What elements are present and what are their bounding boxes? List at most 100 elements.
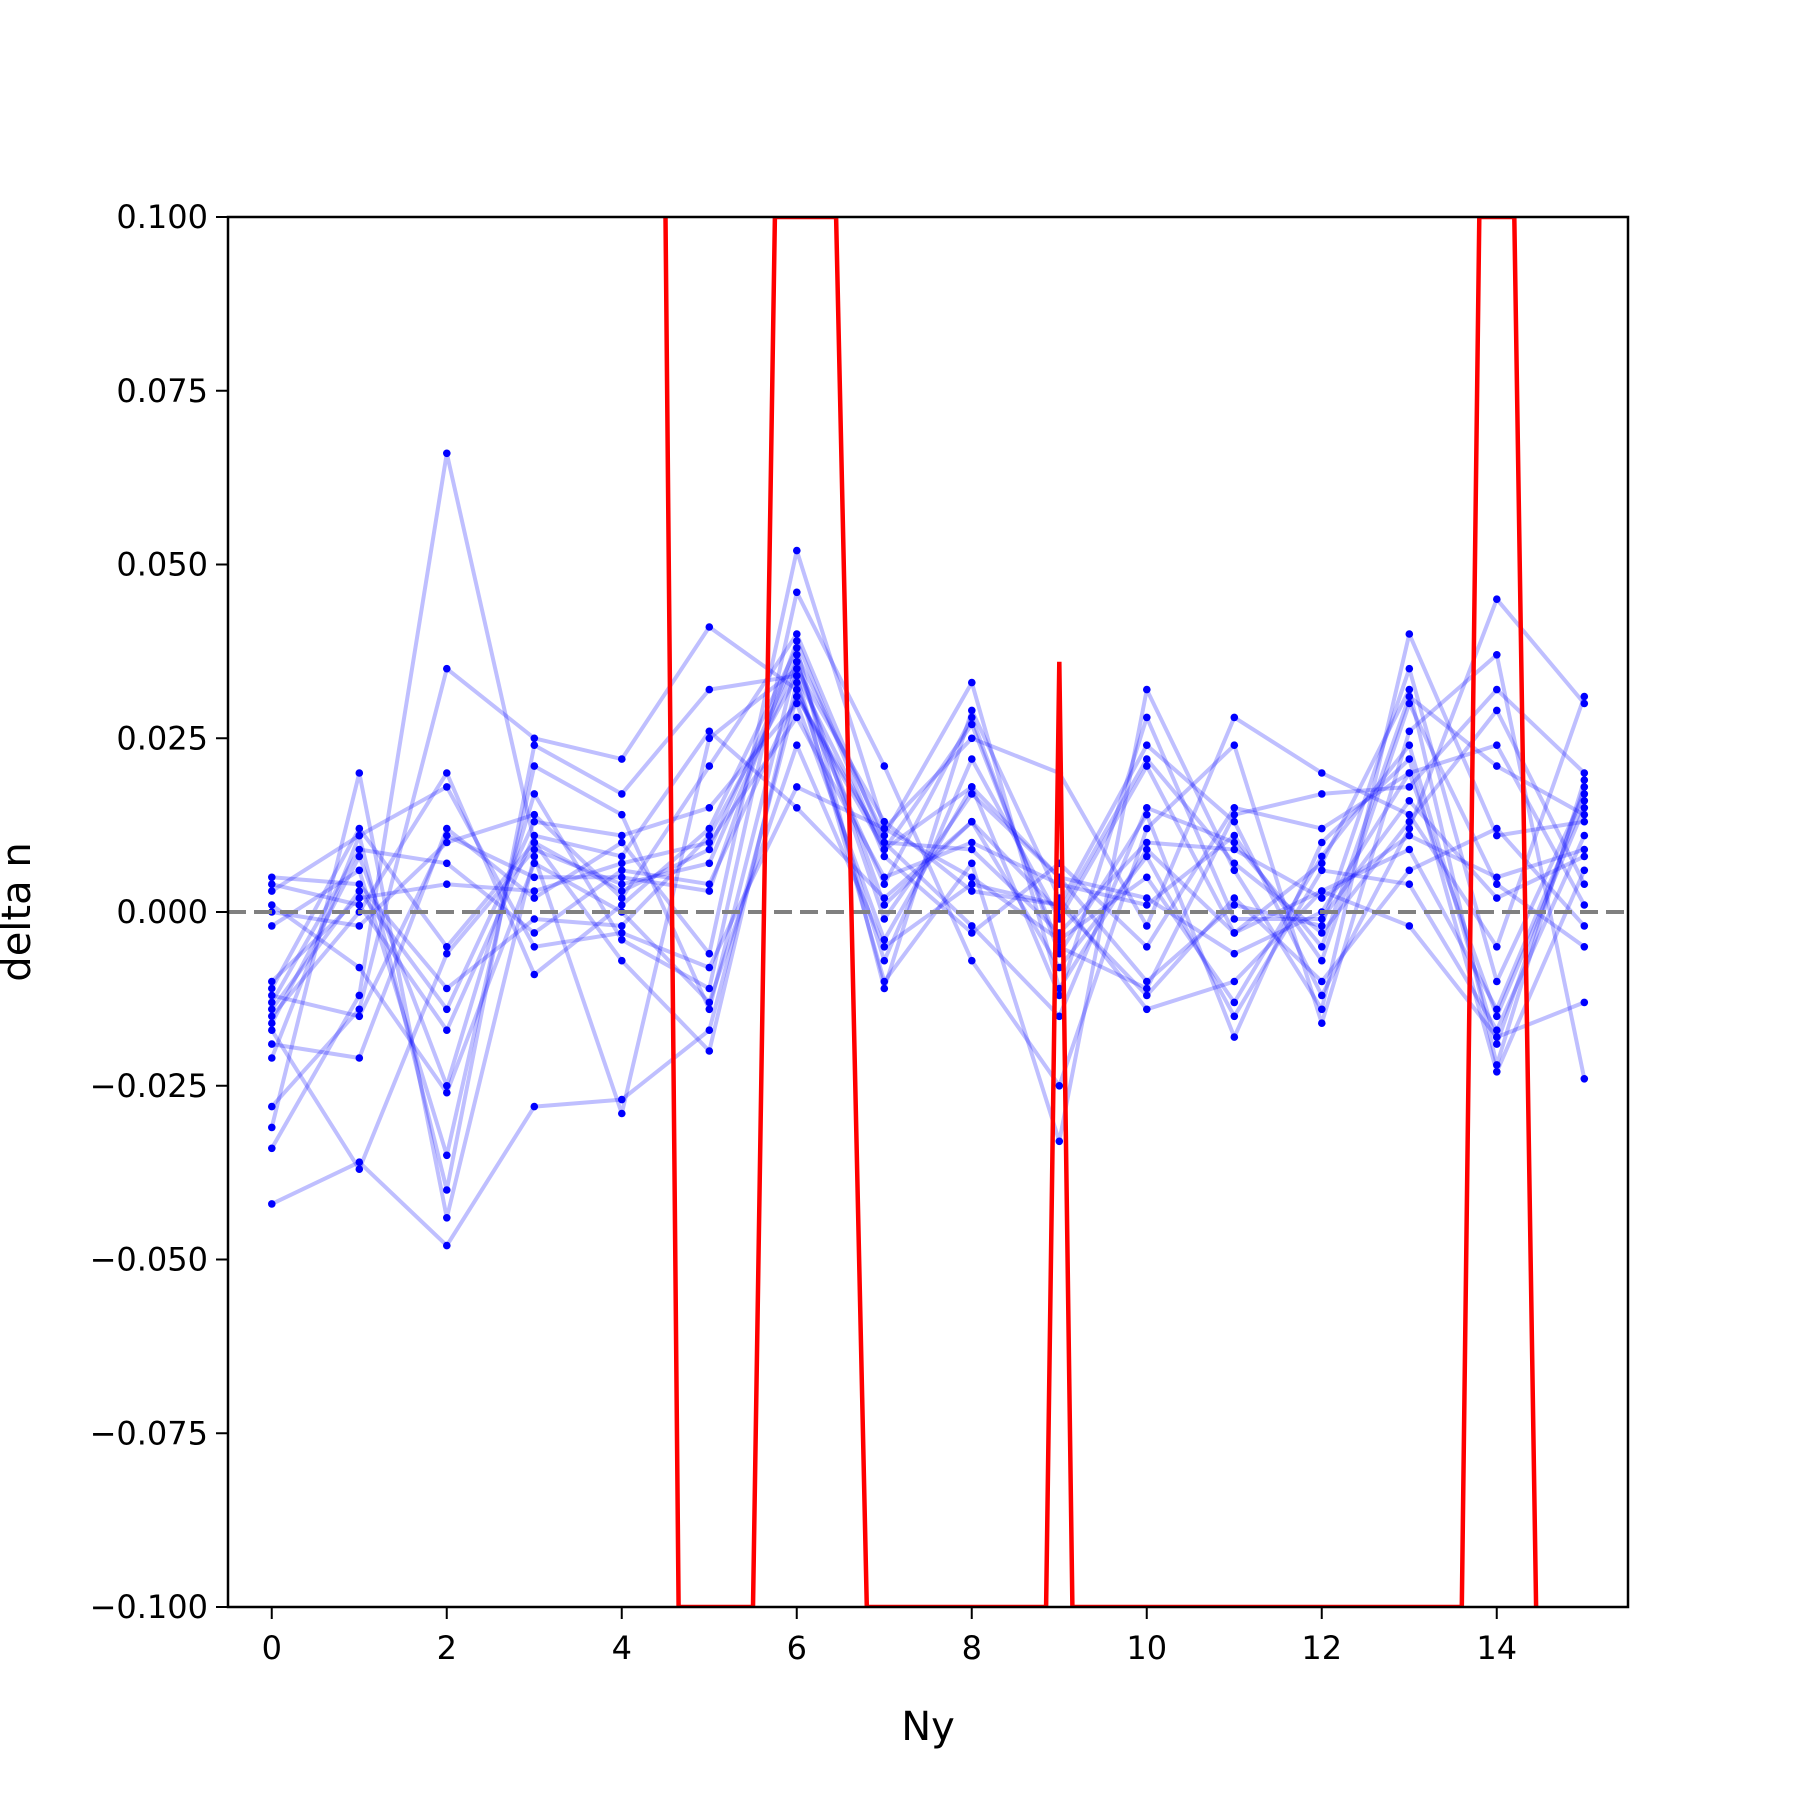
data-point [705, 998, 714, 1007]
data-point [1580, 1075, 1589, 1083]
data-point [1493, 1026, 1501, 1034]
data-point [880, 936, 889, 944]
data-point [268, 880, 276, 888]
data-point [1143, 755, 1151, 763]
data-point [793, 546, 801, 555]
data-point [268, 1123, 276, 1132]
data-point [268, 1054, 276, 1062]
data-point [968, 956, 976, 965]
data-point [1580, 866, 1589, 875]
data-point [530, 859, 539, 868]
y-tick-label: −0.050 [90, 1241, 208, 1279]
data-point [355, 1012, 364, 1021]
data-point [1230, 810, 1239, 819]
data-point [1493, 595, 1501, 603]
data-point [1143, 894, 1151, 902]
data-point [1055, 1082, 1064, 1090]
data-point [1230, 1012, 1239, 1021]
data-point [443, 984, 451, 993]
series-line [270, 590, 1587, 1088]
data-point [355, 866, 364, 875]
data-point [443, 1088, 451, 1097]
data-point [618, 866, 626, 875]
data-point [1230, 866, 1239, 875]
data-point [880, 762, 889, 770]
series-line [270, 680, 1587, 1053]
data-point [443, 1151, 451, 1160]
x-tick-label: 6 [787, 1629, 807, 1667]
data-point [1405, 699, 1414, 708]
data-point [618, 901, 626, 909]
data-point [1580, 769, 1589, 777]
series-line [270, 701, 1586, 1012]
data-point [793, 644, 801, 652]
data-point [530, 852, 539, 861]
data-point [618, 838, 626, 847]
data-point [355, 991, 364, 1000]
data-point [1143, 1005, 1151, 1014]
data-point [705, 623, 714, 631]
data-point [355, 963, 364, 972]
data-point [530, 929, 539, 937]
data-point [705, 734, 714, 743]
series-line [270, 659, 1587, 1172]
data-point [443, 1186, 451, 1194]
data-point [1143, 943, 1151, 951]
data-point [618, 936, 626, 944]
data-point [443, 664, 451, 673]
data-point [705, 831, 714, 840]
data-point [968, 755, 976, 763]
data-point [968, 678, 976, 687]
data-point [793, 692, 801, 701]
data-point [530, 845, 539, 854]
data-point [705, 727, 714, 736]
series-line [270, 701, 1586, 983]
data-point [355, 894, 364, 902]
data-point [355, 1165, 364, 1173]
data-point [268, 977, 276, 986]
data-point [355, 824, 364, 833]
data-point [705, 887, 714, 895]
x-tick-label: 4 [612, 1629, 632, 1667]
data-point [1230, 977, 1239, 986]
data-point [1580, 901, 1589, 909]
data-point [968, 817, 976, 826]
data-point [1405, 831, 1414, 840]
data-point [1230, 845, 1239, 854]
data-point [618, 1095, 626, 1104]
data-point [1143, 901, 1151, 909]
data-point [1493, 762, 1501, 770]
x-axis: 0 2 4 6 8 10 12 14 [262, 1607, 1517, 1667]
data-point [1493, 1040, 1501, 1048]
data-point [1493, 824, 1501, 833]
data-point [1230, 949, 1239, 958]
data-point [1405, 845, 1414, 854]
data-point [443, 783, 451, 791]
data-point [1318, 915, 1326, 923]
data-point [1230, 915, 1239, 923]
data-point [618, 831, 626, 840]
data-point [968, 845, 976, 854]
data-point [1493, 1005, 1501, 1014]
data-point [705, 685, 714, 694]
data-point [1318, 991, 1326, 1000]
data-point [968, 887, 976, 895]
data-point [1143, 984, 1151, 993]
y-tick-label: 0.075 [116, 372, 208, 410]
data-point [793, 671, 801, 680]
data-point [705, 762, 714, 770]
data-point [793, 804, 801, 812]
data-point [793, 783, 801, 791]
data-point [1405, 783, 1414, 791]
data-point [443, 1005, 451, 1014]
data-point [1580, 776, 1589, 784]
data-point [1318, 852, 1326, 861]
data-point [793, 664, 801, 673]
data-point [1405, 685, 1414, 694]
y-axis-label: delta n [0, 842, 40, 981]
series-line [270, 451, 1587, 1150]
data-point [1055, 991, 1064, 1000]
data-point [793, 630, 801, 638]
series-line [270, 645, 1586, 1040]
data-point [1318, 943, 1326, 951]
